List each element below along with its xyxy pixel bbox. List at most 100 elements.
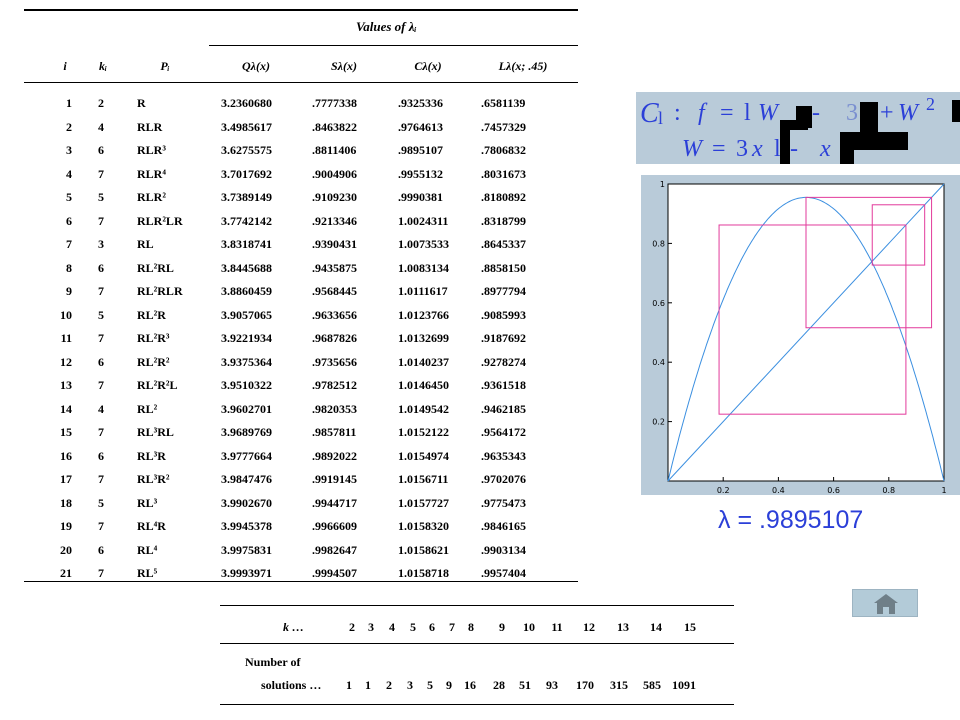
row-pattern: RL	[137, 237, 154, 251]
row-pattern: RLR⁴	[137, 166, 166, 181]
row-l: .9278274	[481, 354, 526, 369]
k-label: k …	[283, 620, 304, 634]
row-pattern: RL²RLR	[137, 284, 183, 298]
row-l: .8858150	[481, 260, 526, 275]
solutions-bottom-rule	[220, 704, 734, 705]
row-k: 7	[98, 378, 104, 392]
row-index: 8	[66, 260, 72, 275]
row-s: .9004906	[312, 166, 357, 181]
row-c: .9325336	[398, 96, 443, 110]
row-pattern: R	[137, 96, 146, 110]
row-c: .9955132	[398, 166, 443, 181]
column-header: Qλ(x)	[242, 59, 270, 73]
formula-occluder-3	[796, 106, 812, 128]
solution-count: 1091	[672, 678, 696, 692]
group-header-rule	[209, 45, 578, 46]
row-q: 3.9057065	[221, 307, 272, 322]
row-index: 1	[66, 96, 72, 110]
k-value: 2	[349, 620, 355, 634]
column-header: i	[63, 59, 67, 73]
solutions-top-rule	[220, 605, 734, 606]
home-button[interactable]	[852, 589, 918, 617]
solution-count: 2	[386, 678, 392, 692]
formula-equals-2: =	[712, 136, 726, 162]
cobweb-plot: 0.2 0.4 0.6 0.8 1 1 0.8 0.6 0.4 0.2	[652, 180, 946, 495]
row-pattern: RL⁴R	[137, 519, 166, 533]
row-c: 1.0132699	[398, 331, 449, 345]
row-q: 3.4985617	[221, 119, 272, 134]
row-l: .7806832	[481, 143, 526, 157]
formula-w1: W	[758, 100, 778, 126]
row-l: .6581139	[481, 96, 526, 110]
formula-occluder-6	[840, 132, 854, 164]
solution-count: 1	[365, 678, 371, 692]
row-l: .9462185	[481, 401, 526, 416]
count-label-line1: Number of	[245, 655, 301, 669]
row-q: 3.9221934	[221, 331, 272, 345]
row-s: .9944717	[312, 495, 357, 510]
row-k: 5	[98, 495, 104, 510]
row-s: .8811406	[312, 143, 357, 157]
map-formula-panel: C l : f = l W - 3 + W 2 W = 3 x l - x	[636, 92, 960, 164]
y-tick-label: 0.6	[652, 299, 665, 308]
row-s: .9213346	[312, 213, 357, 228]
formula-minus-2: -	[790, 136, 798, 162]
x-tick-label: 0.4	[772, 486, 785, 495]
k-value: 6	[429, 620, 435, 634]
x-tick-label: 0.8	[882, 486, 895, 495]
row-c: 1.0024311	[398, 213, 449, 228]
row-s: .9782512	[312, 378, 357, 392]
row-q: 3.9902670	[221, 495, 272, 510]
count-label-line2: solutions …	[261, 678, 322, 692]
row-pattern: RL²R	[137, 307, 166, 322]
formula-occluder-7	[952, 100, 960, 122]
k-value: 8	[468, 620, 474, 634]
formula-f: f	[698, 100, 705, 126]
formula-equals-1: =	[720, 100, 734, 126]
formula-x1: x	[752, 136, 763, 162]
row-s: .9435875	[312, 260, 357, 275]
column-header: Cλ(x)	[414, 59, 442, 73]
column-header: Sλ(x)	[331, 59, 357, 73]
row-s: .9735656	[312, 354, 357, 369]
row-l: .8977794	[481, 284, 526, 298]
row-q: 3.9993971	[221, 566, 272, 580]
row-index: 11	[60, 331, 72, 345]
row-pattern: RL³	[137, 495, 158, 510]
home-icon	[874, 594, 898, 614]
row-k: 7	[98, 284, 104, 298]
k-value: 4	[389, 620, 395, 634]
row-l: .8318799	[481, 213, 526, 228]
formula-plus: +	[880, 100, 894, 126]
row-pattern: RL²	[137, 401, 158, 416]
k-value: 15	[684, 620, 696, 634]
row-k: 7	[98, 166, 104, 181]
row-index: 18	[60, 495, 72, 510]
row-k: 5	[98, 190, 104, 204]
row-q: 3.9602701	[221, 401, 272, 416]
row-s: .9390431	[312, 237, 357, 251]
row-s: .9982647	[312, 542, 357, 557]
row-k: 2	[98, 96, 104, 110]
formula-three-2: 3	[736, 136, 748, 162]
table-top-rule	[24, 9, 578, 11]
row-c: 1.0123766	[398, 307, 449, 322]
row-l: .9775473	[481, 495, 526, 510]
row-q: 3.2360680	[221, 96, 272, 110]
cobweb-cycle	[718, 224, 907, 415]
solution-count: 51	[519, 678, 531, 692]
row-q: 3.8318741	[221, 237, 272, 251]
row-index: 2	[66, 119, 72, 134]
row-index: 17	[60, 472, 72, 486]
row-index: 9	[66, 284, 72, 298]
row-pattern: RLR	[137, 119, 163, 134]
row-pattern: RL⁴	[137, 542, 158, 557]
formula-w2: W	[898, 100, 918, 126]
row-index: 15	[60, 425, 72, 439]
row-c: 1.0073533	[398, 237, 449, 251]
row-pattern: RL⁵	[137, 566, 158, 580]
solution-count: 315	[610, 678, 628, 692]
row-q: 3.8445688	[221, 260, 272, 275]
row-c: 1.0154974	[398, 448, 449, 463]
formula-w3: W	[682, 136, 702, 162]
